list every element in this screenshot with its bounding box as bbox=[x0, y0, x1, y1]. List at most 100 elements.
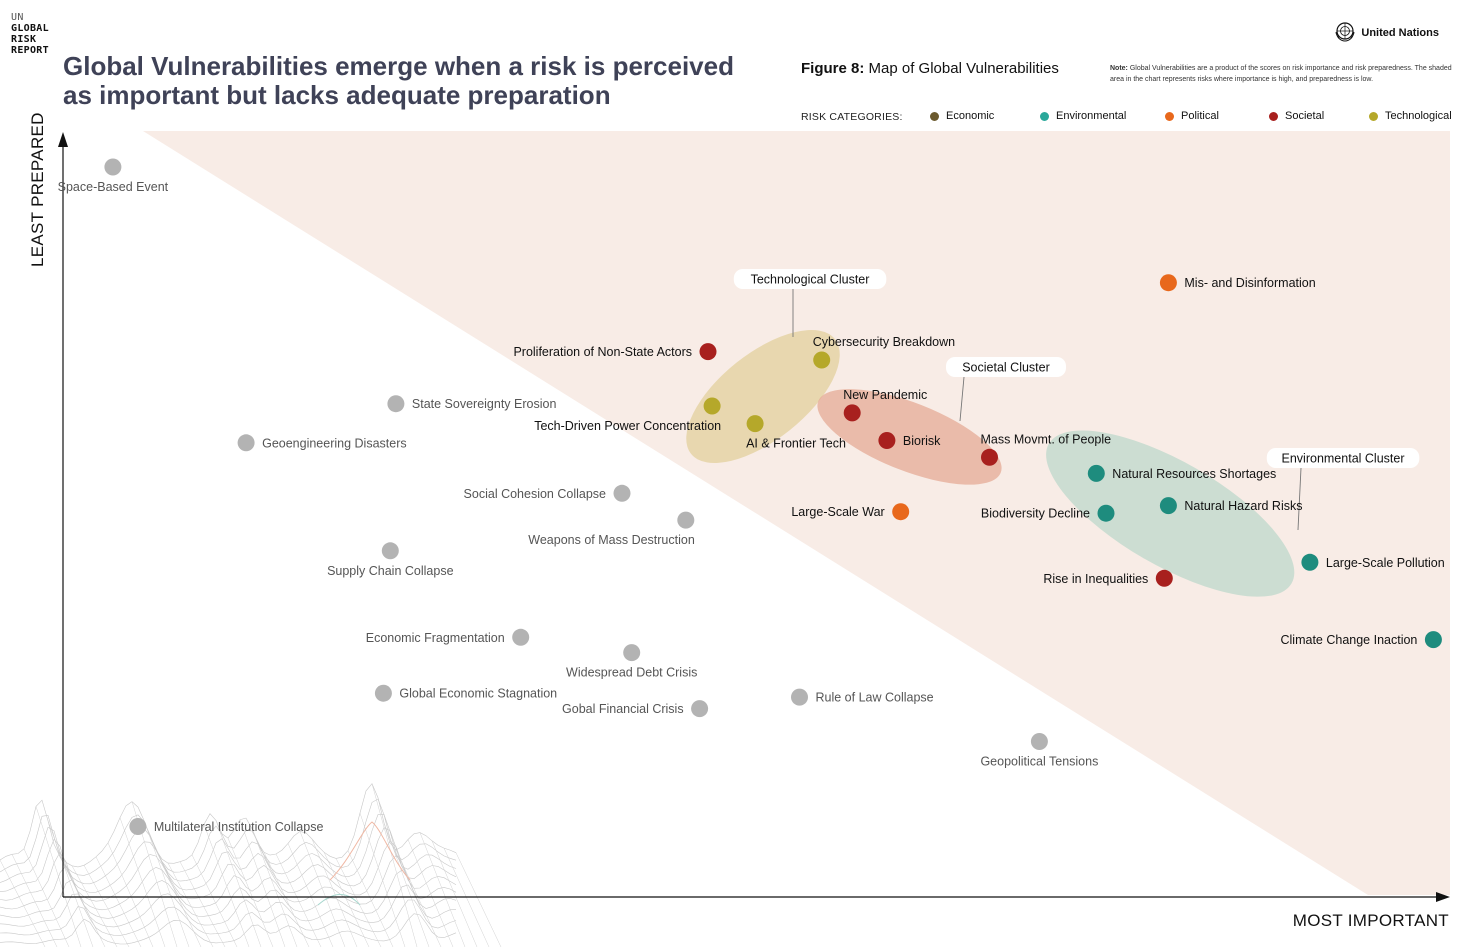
un-brand: United Nations bbox=[1334, 20, 1439, 45]
cluster-leader-line bbox=[1297, 467, 1302, 531]
cluster-leader-line bbox=[959, 376, 965, 422]
page-title: Global Vulnerabilities emerge when a ris… bbox=[63, 51, 734, 110]
cluster-label-box bbox=[1266, 448, 1420, 468]
data-point bbox=[699, 343, 717, 361]
data-point bbox=[387, 395, 405, 413]
data-point-label: Mis- and Disinformation bbox=[1184, 276, 1315, 290]
legend-label: Economic bbox=[946, 110, 995, 122]
data-point bbox=[1155, 569, 1173, 587]
data-point bbox=[746, 415, 764, 433]
data-point bbox=[623, 644, 641, 662]
legend-title: RISK CATEGORIES: bbox=[801, 111, 903, 123]
report-logo: UN GLOBAL RISK REPORT bbox=[11, 12, 49, 56]
data-point bbox=[843, 404, 861, 422]
data-point-label: State Sovereignty Erosion bbox=[412, 397, 557, 411]
data-point-label: Climate Change Inaction bbox=[1281, 633, 1418, 647]
legend-label: Technological bbox=[1385, 110, 1452, 122]
data-point-label: Rule of Law Collapse bbox=[816, 691, 934, 705]
data-point-label: Space-Based Event bbox=[58, 180, 169, 194]
y-axis-title: LEAST PREPARED bbox=[28, 112, 47, 267]
data-point bbox=[1301, 553, 1319, 571]
legend: RISK CATEGORIES: Economic Environmental … bbox=[801, 110, 1452, 126]
data-point bbox=[129, 818, 147, 835]
x-axis-arrow bbox=[1436, 892, 1450, 902]
data-point bbox=[1030, 733, 1048, 750]
data-point-label: Biodiversity Decline bbox=[981, 507, 1090, 521]
legend-item-environmental: Environmental bbox=[1040, 110, 1126, 122]
data-point-label: Large-Scale Pollution bbox=[1326, 556, 1445, 570]
data-point-label: Multilateral Institution Collapse bbox=[154, 820, 324, 834]
legend-label: Political bbox=[1181, 110, 1219, 122]
data-point bbox=[981, 448, 998, 466]
chart-note: Note: Global Vulnerabilities are a produ… bbox=[1110, 63, 1452, 85]
logo-line-un: UN bbox=[11, 12, 24, 23]
cluster-label: Societal Cluster bbox=[962, 361, 1050, 375]
data-point-label: Gobal Financial Crisis bbox=[562, 702, 684, 716]
cluster-label: Technological Cluster bbox=[751, 273, 870, 287]
legend-dot bbox=[930, 111, 939, 121]
shaded-vulnerability-area bbox=[143, 131, 1450, 895]
legend-item-societal: Societal bbox=[1269, 110, 1324, 122]
legend-label: Environmental bbox=[1056, 110, 1127, 122]
data-point bbox=[1097, 504, 1115, 522]
legend-item-technological: Technological bbox=[1369, 110, 1452, 122]
data-point bbox=[613, 484, 631, 502]
figure-prefix: Figure 8: bbox=[801, 60, 865, 77]
legend-item-political: Political bbox=[1165, 110, 1219, 122]
data-point bbox=[691, 700, 709, 718]
data-point-label: Large-Scale War bbox=[791, 505, 884, 519]
terrain-wireframe-decoration bbox=[0, 783, 502, 947]
cluster-ellipse bbox=[686, 329, 840, 464]
data-point bbox=[813, 351, 831, 369]
cluster-label-box bbox=[733, 269, 887, 289]
legend-dot bbox=[1269, 111, 1278, 121]
data-point bbox=[104, 158, 122, 176]
data-point bbox=[791, 688, 808, 706]
data-point-label: Proliferation of Non-State Actors bbox=[513, 345, 692, 359]
data-point-label: Tech-Driven Power Concentration bbox=[534, 419, 721, 433]
data-point-label: Supply Chain Collapse bbox=[327, 564, 454, 578]
data-point-label: Mass Movmt. of People bbox=[981, 432, 1112, 446]
legend-item-economic: Economic bbox=[930, 110, 994, 122]
data-point-label: Geopolitical Tensions bbox=[980, 755, 1098, 769]
points-layer: Space-Based Event Mis- and Disinformation… bbox=[58, 158, 1445, 835]
logo-line-global: GLOBAL bbox=[11, 23, 49, 34]
figure-title-text: Map of Global Vulnerabilities bbox=[868, 60, 1059, 77]
data-point-label: Rise in Inequalities bbox=[1043, 572, 1148, 586]
data-point bbox=[1159, 274, 1177, 292]
x-axis-title: MOST IMPORTANT bbox=[1292, 911, 1449, 930]
data-point bbox=[1159, 497, 1177, 515]
data-point-label: New Pandemic bbox=[843, 388, 927, 402]
data-point-label: Social Cohesion Collapse bbox=[464, 487, 606, 501]
data-point bbox=[512, 628, 530, 646]
logo-line-risk: RISK bbox=[11, 34, 37, 45]
data-point-label: Cybersecurity Breakdown bbox=[813, 335, 955, 349]
data-point-label: Global Economic Stagnation bbox=[399, 687, 557, 701]
un-emblem-icon bbox=[1334, 20, 1356, 45]
data-point-label: Widespread Debt Crisis bbox=[566, 666, 697, 680]
note-label: Note: bbox=[1110, 65, 1128, 72]
data-point-label: Biorisk bbox=[903, 434, 941, 448]
cluster-label: Environmental Cluster bbox=[1282, 452, 1405, 466]
note-text: Global Vulnerabilities are a product of … bbox=[1110, 65, 1452, 83]
un-brand-name: United Nations bbox=[1361, 26, 1439, 39]
data-point bbox=[374, 684, 392, 702]
cluster-ellipse bbox=[817, 389, 1002, 485]
cluster-label-box bbox=[946, 357, 1066, 377]
legend-dot bbox=[1040, 111, 1049, 121]
data-point-label: Economic Fragmentation bbox=[366, 631, 505, 645]
legend-label: Societal bbox=[1285, 110, 1325, 122]
legend-dot bbox=[1165, 111, 1174, 121]
data-point bbox=[892, 503, 910, 521]
data-point bbox=[237, 434, 255, 452]
data-point-label: Geoengineering Disasters bbox=[262, 436, 407, 450]
legend-dot bbox=[1369, 111, 1378, 121]
data-point-label: Weapons of Mass Destruction bbox=[528, 533, 695, 547]
data-point bbox=[381, 542, 399, 560]
data-point-label: Natural Hazard Risks bbox=[1184, 499, 1302, 513]
data-point bbox=[1424, 631, 1442, 649]
figure-title: Figure 8: Map of Global Vulnerabilities bbox=[801, 60, 1059, 77]
logo-line-report: REPORT bbox=[11, 45, 49, 56]
data-point bbox=[878, 432, 896, 449]
